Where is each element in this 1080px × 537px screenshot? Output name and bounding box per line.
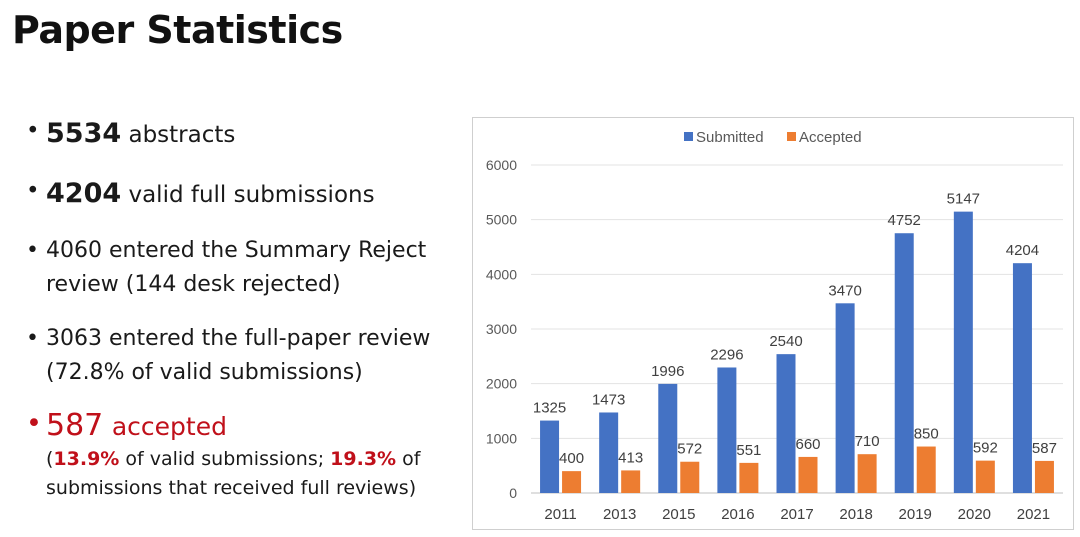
data-label-submitted: 1473 — [592, 391, 625, 408]
bullet-dot: • — [26, 118, 40, 144]
bullet-dot: • — [26, 238, 39, 263]
data-label-submitted: 2296 — [710, 346, 743, 363]
bullet-dot: • — [26, 178, 40, 204]
legend-label-accepted: Accepted — [799, 129, 862, 146]
data-label-submitted: 1996 — [651, 363, 684, 380]
data-label-accepted: 587 — [1032, 440, 1057, 457]
data-label-accepted: 400 — [559, 450, 584, 467]
legend-label-submitted: Submitted — [696, 129, 764, 146]
bar-submitted — [658, 383, 678, 493]
x-tick-label: 2018 — [839, 506, 872, 523]
bullet-accepted: • 587 accepted — [24, 408, 464, 443]
note-mid: of valid submissions; — [119, 448, 331, 470]
bar-accepted — [562, 471, 582, 493]
y-tick-label: 1000 — [486, 430, 517, 446]
note-end: of — [396, 448, 421, 470]
data-label-submitted: 4204 — [1006, 242, 1039, 259]
submissions-count: 4204 — [46, 178, 122, 209]
bar-accepted — [975, 460, 995, 493]
bar-submitted — [540, 420, 560, 493]
x-tick-label: 2016 — [721, 506, 754, 523]
y-tick-label: 3000 — [486, 321, 517, 337]
x-tick-label: 2019 — [899, 506, 932, 523]
data-label-accepted: 572 — [677, 441, 702, 458]
accepted-note: (13.9% of valid submissions; 19.3% of su… — [24, 445, 464, 503]
bar-chart: 0 1000 2000 3000 4000 5000 6000 1325 400 2011 1473… — [472, 117, 1074, 530]
data-label-accepted: 850 — [914, 426, 939, 443]
bar-accepted — [916, 446, 936, 493]
x-tick-label: 2011 — [544, 506, 576, 523]
bar-accepted — [680, 461, 700, 493]
note-open: ( — [46, 448, 54, 470]
abstracts-label: abstracts — [128, 122, 236, 148]
bar-accepted — [739, 462, 759, 493]
y-tick-label: 5000 — [486, 212, 517, 228]
bar-submitted — [599, 412, 619, 493]
bullet-summary-reject: • 4060 entered the Summary Reject review… — [24, 234, 464, 302]
legend-swatch-submitted — [684, 132, 693, 141]
x-tick-label: 2013 — [603, 506, 636, 523]
bullet-list: • 5534 abstracts • 4204 valid full submi… — [24, 118, 464, 503]
bar-submitted — [717, 367, 737, 493]
page-title: Paper Statistics — [12, 8, 343, 52]
x-tick-label: 2021 — [1017, 506, 1050, 523]
summary-reject-line2: review (144 desk rejected) — [46, 272, 341, 297]
bullet-submissions: • 4204 valid full submissions — [24, 178, 464, 220]
data-label-submitted: 1325 — [533, 400, 566, 417]
data-label-accepted: 551 — [736, 442, 761, 459]
x-tick-label: 2017 — [780, 506, 813, 523]
y-tick-label: 6000 — [486, 157, 517, 173]
summary-reject-line1: 4060 entered the Summary Reject — [46, 238, 427, 263]
abstracts-count: 5534 — [46, 118, 122, 149]
data-label-submitted: 3470 — [828, 282, 861, 299]
bar-accepted — [798, 456, 818, 493]
bar-chart-svg: 0 1000 2000 3000 4000 5000 6000 1325 400 2011 1473… — [486, 129, 1063, 523]
bar-submitted — [894, 233, 914, 493]
y-tick-label: 0 — [509, 485, 517, 501]
y-tick-label: 2000 — [486, 376, 517, 392]
bar-submitted — [953, 211, 973, 493]
bar-submitted — [835, 303, 855, 493]
bar-submitted — [1012, 263, 1032, 493]
data-label-accepted: 660 — [795, 436, 820, 453]
bar-accepted — [1034, 460, 1054, 493]
data-label-accepted: 413 — [618, 449, 643, 466]
bar-accepted — [621, 470, 641, 493]
bar-accepted — [857, 454, 877, 493]
x-tick-label: 2020 — [958, 506, 991, 523]
note-line2: submissions that received full reviews) — [46, 477, 417, 499]
full-review-line1: 3063 entered the full-paper review — [46, 326, 431, 351]
note-pct-reviewed: 19.3% — [330, 448, 397, 470]
submissions-label: valid full submissions — [128, 182, 375, 208]
bullet-dot: • — [26, 408, 42, 439]
accepted-label: accepted — [111, 412, 227, 441]
legend-swatch-accepted — [787, 132, 796, 141]
x-tick-label: 2015 — [662, 506, 695, 523]
bullet-full-review: • 3063 entered the full-paper review (72… — [24, 322, 464, 390]
bullet-dot: • — [26, 326, 39, 351]
note-pct-valid: 13.9% — [53, 448, 120, 470]
data-label-accepted: 592 — [973, 440, 998, 457]
bullet-abstracts: • 5534 abstracts — [24, 118, 464, 160]
y-tick-label: 4000 — [486, 266, 517, 282]
data-label-accepted: 710 — [855, 433, 880, 450]
data-label-submitted: 4752 — [888, 212, 921, 229]
accepted-count: 587 — [46, 408, 104, 443]
full-review-line2: (72.8% of valid submissions) — [46, 360, 363, 385]
bar-submitted — [776, 354, 796, 493]
data-label-submitted: 5147 — [947, 191, 980, 208]
data-label-submitted: 2540 — [769, 333, 802, 350]
